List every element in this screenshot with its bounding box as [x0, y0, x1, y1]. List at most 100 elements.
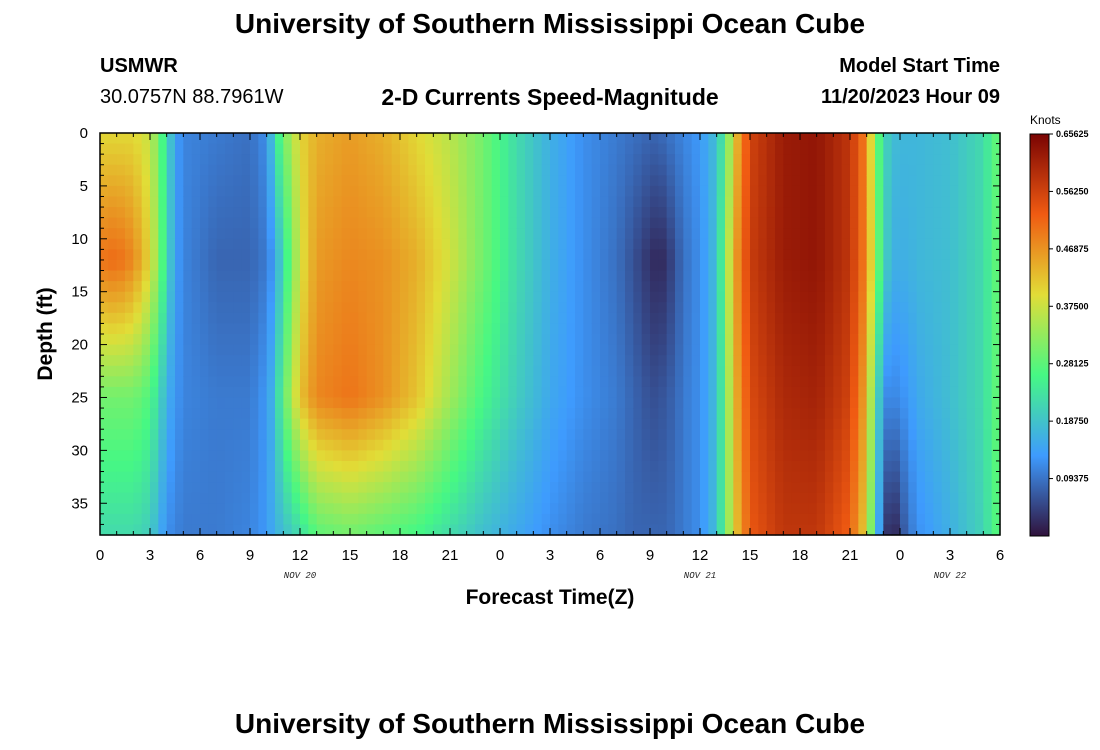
heatmap-cell	[558, 503, 568, 515]
heatmap-cell	[158, 312, 168, 325]
heatmap-cell	[633, 439, 643, 451]
heatmap-cell	[291, 482, 301, 494]
heatmap-cell	[883, 503, 893, 515]
heatmap-cell	[741, 503, 751, 515]
heatmap-cell	[858, 524, 868, 536]
heatmap-cell	[850, 334, 859, 346]
heatmap-cell	[975, 154, 984, 166]
heatmap-cell	[100, 471, 109, 483]
heatmap-cell	[466, 133, 476, 145]
heatmap-cell	[150, 418, 159, 430]
heatmap-cell	[958, 143, 968, 155]
heatmap-cell	[408, 513, 418, 526]
heatmap-cell	[191, 471, 201, 483]
heatmap-cell	[183, 376, 193, 388]
heatmap-cell	[908, 259, 918, 272]
heatmap-cell	[733, 344, 743, 356]
heatmap-cell	[458, 355, 468, 367]
heatmap-cell	[108, 312, 118, 325]
heatmap-cell	[958, 185, 968, 198]
heatmap-cell	[233, 249, 243, 261]
heatmap-cell	[625, 355, 634, 367]
heatmap-cell	[758, 291, 768, 303]
heatmap-cell	[691, 196, 701, 208]
heatmap-cell	[175, 281, 184, 293]
heatmap-cell	[433, 408, 443, 420]
heatmap-cell	[775, 334, 784, 346]
heatmap-cell	[216, 302, 226, 314]
heatmap-cell	[100, 408, 109, 420]
heatmap-cell	[591, 291, 601, 303]
heatmap-cell	[508, 143, 518, 155]
heatmap-cell	[241, 503, 251, 515]
heatmap-cell	[658, 302, 668, 314]
heatmap-cell	[975, 524, 984, 536]
heatmap-cell	[891, 513, 901, 526]
heatmap-cell	[283, 302, 293, 314]
heatmap-cell	[766, 376, 776, 388]
heatmap-cell	[416, 259, 426, 272]
heatmap-cell	[441, 334, 451, 346]
heatmap-cell	[400, 228, 409, 240]
heatmap-cell	[133, 450, 143, 462]
heatmap-cell	[983, 386, 993, 399]
heatmap-cell	[891, 482, 901, 494]
heatmap-cell	[308, 281, 318, 293]
heatmap-cell	[916, 334, 926, 346]
heatmap-cell	[525, 429, 534, 441]
heatmap-cell	[391, 185, 401, 198]
heatmap-cell	[583, 302, 593, 314]
heatmap-cell	[925, 281, 934, 293]
heatmap-cell	[550, 133, 559, 145]
heatmap-cell	[883, 238, 893, 250]
heatmap-cell	[625, 513, 634, 526]
heatmap-cell	[666, 365, 676, 377]
heatmap-cell	[291, 429, 301, 441]
heatmap-cell	[341, 323, 351, 335]
heatmap-cell	[925, 376, 934, 388]
heatmap-cell	[216, 312, 226, 325]
heatmap-cell	[883, 334, 893, 346]
heatmap-cell	[466, 164, 476, 176]
heatmap-cell	[758, 429, 768, 441]
heatmap-cell	[533, 471, 543, 483]
heatmap-cell	[450, 259, 459, 272]
heatmap-cell	[750, 397, 759, 409]
heatmap-cell	[641, 397, 651, 409]
heatmap-cell	[508, 492, 518, 504]
heatmap-cell	[958, 312, 968, 325]
heatmap-cell	[116, 450, 126, 462]
heatmap-cell	[958, 217, 968, 229]
heatmap-cell	[716, 439, 726, 451]
heatmap-cell	[875, 482, 884, 494]
heatmap-cell	[558, 460, 568, 473]
heatmap-cell	[183, 355, 193, 367]
heatmap-cell	[233, 397, 243, 409]
heatmap-cell	[866, 334, 876, 346]
heatmap-cell	[858, 164, 868, 176]
heatmap-cell	[300, 365, 309, 377]
heatmap-cell	[491, 281, 501, 293]
heatmap-cell	[700, 228, 709, 240]
heatmap-cell	[175, 418, 184, 430]
heatmap-cell	[458, 365, 468, 377]
heatmap-cell	[508, 228, 518, 240]
heatmap-cell	[216, 471, 226, 483]
heatmap-cell	[250, 397, 259, 409]
heatmap-cell	[191, 249, 201, 261]
heatmap-cell	[333, 291, 343, 303]
heatmap-cell	[200, 418, 209, 430]
heatmap-cell	[825, 238, 834, 250]
heatmap-cell	[308, 492, 318, 504]
heatmap-cell	[325, 281, 334, 293]
heatmap-cell	[850, 408, 859, 420]
heatmap-cell	[533, 344, 543, 356]
heatmap-cell	[966, 439, 976, 451]
heatmap-cell	[716, 281, 726, 293]
heatmap-cell	[700, 143, 709, 155]
heatmap-cell	[466, 418, 476, 430]
heatmap-cell	[616, 312, 626, 325]
heatmap-cell	[750, 312, 759, 325]
heatmap-cell	[591, 386, 601, 399]
